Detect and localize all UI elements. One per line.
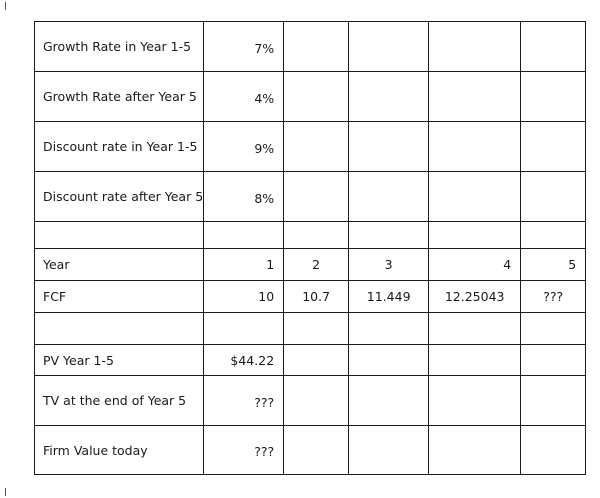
empty-cell[interactable] (283, 121, 350, 172)
row-blank (33, 221, 587, 249)
empty-cell[interactable] (348, 121, 430, 172)
dcf-table: Growth Rate in Year 1-5 7% Growth Rate a… (33, 21, 587, 475)
empty-cell[interactable] (428, 344, 522, 376)
empty-cell[interactable] (520, 312, 587, 345)
empty-cell[interactable] (33, 221, 205, 249)
row-growth-after-5: Growth Rate after Year 5 4% (33, 71, 587, 122)
empty-cell[interactable] (520, 121, 587, 172)
firm-value-label[interactable]: Firm Value today (33, 425, 205, 475)
empty-cell[interactable] (520, 21, 587, 72)
empty-cell[interactable] (348, 171, 430, 222)
row-discount-1-5: Discount rate in Year 1-5 9% (33, 121, 587, 172)
empty-cell[interactable] (283, 21, 350, 72)
row-pv: PV Year 1-5 $44.22 (33, 344, 587, 376)
firm-value-value[interactable]: ??? (203, 425, 285, 475)
pv-year-1-5-label[interactable]: PV Year 1-5 (33, 344, 205, 376)
empty-cell[interactable] (348, 375, 430, 426)
row-terminal-value: TV at the end of Year 5 ??? (33, 375, 587, 426)
empty-cell[interactable] (283, 312, 350, 345)
empty-cell[interactable] (348, 425, 430, 475)
discount-rate-after-5-value[interactable]: 8% (203, 171, 285, 222)
year-4[interactable]: 4 (428, 248, 522, 281)
empty-cell[interactable] (520, 425, 587, 475)
empty-cell[interactable] (283, 221, 350, 249)
discount-rate-1-5-label[interactable]: Discount rate in Year 1-5 (33, 121, 205, 172)
empty-cell[interactable] (348, 312, 430, 345)
empty-cell[interactable] (520, 221, 587, 249)
empty-cell[interactable] (348, 21, 430, 72)
empty-cell[interactable] (348, 344, 430, 376)
row-discount-after-5: Discount rate after Year 5 8% (33, 171, 587, 222)
empty-cell[interactable] (428, 21, 522, 72)
empty-cell[interactable] (348, 71, 430, 122)
empty-cell[interactable] (348, 221, 430, 249)
terminal-value-label[interactable]: TV at the end of Year 5 (33, 375, 205, 426)
pv-year-1-5-value[interactable]: $44.22 (203, 344, 285, 376)
growth-rate-1-5-value[interactable]: 7% (203, 21, 285, 72)
empty-cell[interactable] (283, 171, 350, 222)
year-3[interactable]: 3 (348, 248, 430, 281)
row-fcf: FCF 10 10.7 11.449 12.25043 ??? (33, 280, 587, 313)
empty-cell[interactable] (203, 312, 285, 345)
empty-cell[interactable] (428, 312, 522, 345)
fcf-year-4[interactable]: 12.25043 (428, 280, 522, 313)
fcf-label[interactable]: FCF (33, 280, 205, 313)
fcf-year-5[interactable]: ??? (520, 280, 587, 313)
fcf-year-2[interactable]: 10.7 (283, 280, 350, 313)
growth-rate-after-5-label[interactable]: Growth Rate after Year 5 (33, 71, 205, 122)
growth-rate-1-5-label[interactable]: Growth Rate in Year 1-5 (33, 21, 205, 72)
empty-cell[interactable] (428, 121, 522, 172)
row-blank (33, 312, 587, 345)
empty-cell[interactable] (520, 171, 587, 222)
empty-cell[interactable] (428, 375, 522, 426)
fcf-year-3[interactable]: 11.449 (348, 280, 430, 313)
row-growth-1-5: Growth Rate in Year 1-5 7% (33, 21, 587, 72)
year-1[interactable]: 1 (203, 248, 285, 281)
row-year: Year 1 2 3 4 5 (33, 248, 587, 281)
empty-cell[interactable] (520, 71, 587, 122)
empty-cell[interactable] (428, 221, 522, 249)
empty-cell[interactable] (33, 312, 205, 345)
growth-rate-after-5-value[interactable]: 4% (203, 71, 285, 122)
year-2[interactable]: 2 (283, 248, 350, 281)
empty-cell[interactable] (428, 425, 522, 475)
terminal-value-value[interactable]: ??? (203, 375, 285, 426)
empty-cell[interactable] (428, 171, 522, 222)
empty-cell[interactable] (520, 375, 587, 426)
empty-cell[interactable] (283, 344, 350, 376)
empty-cell[interactable] (283, 71, 350, 122)
year-5[interactable]: 5 (520, 248, 587, 281)
empty-cell[interactable] (283, 425, 350, 475)
empty-cell[interactable] (428, 71, 522, 122)
empty-cell[interactable] (520, 344, 587, 376)
edge-mark-top (5, 2, 6, 10)
empty-cell[interactable] (283, 375, 350, 426)
discount-rate-after-5-label[interactable]: Discount rate after Year 5 (33, 171, 205, 222)
fcf-year-1[interactable]: 10 (203, 280, 285, 313)
empty-cell[interactable] (203, 221, 285, 249)
discount-rate-1-5-value[interactable]: 9% (203, 121, 285, 172)
edge-mark-bottom (5, 488, 6, 496)
year-label[interactable]: Year (33, 248, 205, 281)
row-firm-value: Firm Value today ??? (33, 425, 587, 475)
